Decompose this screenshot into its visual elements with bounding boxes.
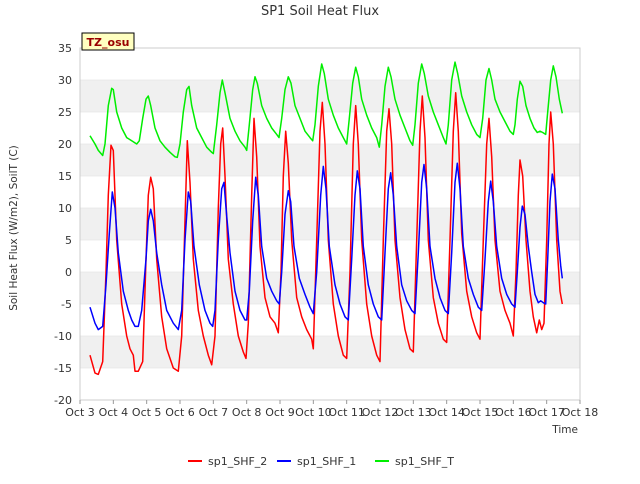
x-tick-label: Oct 13 — [395, 406, 432, 419]
x-tick-label: Oct 17 — [528, 406, 565, 419]
y-tick-label: 5 — [65, 234, 72, 247]
site-badge: TZ_osu — [81, 32, 135, 51]
y-axis-label: Soil Heat Flux (W/m2), SoilT (C) — [8, 145, 20, 311]
legend-label: sp1_SHF_T — [395, 455, 454, 468]
y-tick-label: 15 — [58, 170, 72, 183]
x-tick-label: Oct 7 — [199, 406, 229, 419]
y-tick-label: 0 — [65, 266, 72, 279]
series-line-sp1_SHF_T — [89, 61, 564, 159]
grid-band — [80, 336, 580, 368]
y-axis-ticks: -20 -15 -10 -5 0 5 10 15 20 25 30 35 — [54, 42, 72, 407]
x-tick-label: Oct 8 — [232, 406, 262, 419]
x-tick-label: Oct 4 — [99, 406, 129, 419]
x-tick-label: Oct 11 — [328, 406, 365, 419]
x-tick-label: Oct 14 — [428, 406, 465, 419]
y-tick-label: 25 — [58, 106, 72, 119]
series-line-sp1_SHF_1 — [89, 162, 564, 331]
x-tick-label: Oct 12 — [362, 406, 399, 419]
y-tick-label: 30 — [58, 74, 72, 87]
grid-band — [80, 272, 580, 304]
x-tick-label: Oct 6 — [165, 406, 195, 419]
grid-band — [80, 208, 580, 240]
y-tick-label: -5 — [61, 298, 72, 311]
x-axis-ticks: Oct 3 Oct 4 Oct 5 Oct 6 Oct 7 Oct 8 Oct 9 Oct 1… — [65, 400, 598, 419]
site-badge-box — [81, 32, 135, 51]
legend: sp1_SHF_2 sp1_SHF_1 sp1_SHF_T — [188, 455, 454, 468]
x-tick-label: Oct 15 — [462, 406, 499, 419]
legend-label: sp1_SHF_2 — [208, 455, 267, 468]
x-tick-label: Oct 3 — [65, 406, 95, 419]
y-tick-label: 35 — [58, 42, 72, 55]
x-tick-label: Oct 5 — [132, 406, 162, 419]
chart-title: SP1 Soil Heat Flux — [261, 4, 379, 19]
y-tick-label: 10 — [58, 202, 72, 215]
grid-bands — [80, 47, 580, 401]
x-tick-label: Oct 9 — [265, 406, 295, 419]
plot-area-border — [79, 47, 581, 401]
legend-label: sp1_SHF_1 — [297, 455, 356, 468]
grid-band — [80, 80, 580, 112]
series-lines — [89, 61, 564, 376]
x-tick-label: Oct 10 — [295, 406, 332, 419]
y-tick-label: 20 — [58, 138, 72, 151]
grid-band — [80, 144, 580, 176]
y-tick-label: -10 — [54, 330, 72, 343]
y-tick-label: -20 — [54, 394, 72, 407]
site-badge-label: TZ_osu — [87, 36, 130, 49]
x-tick-label: Oct 18 — [562, 406, 599, 419]
y-tick-label: -15 — [54, 362, 72, 375]
x-tick-label: Oct 16 — [495, 406, 532, 419]
x-axis-label: Time — [551, 424, 578, 436]
